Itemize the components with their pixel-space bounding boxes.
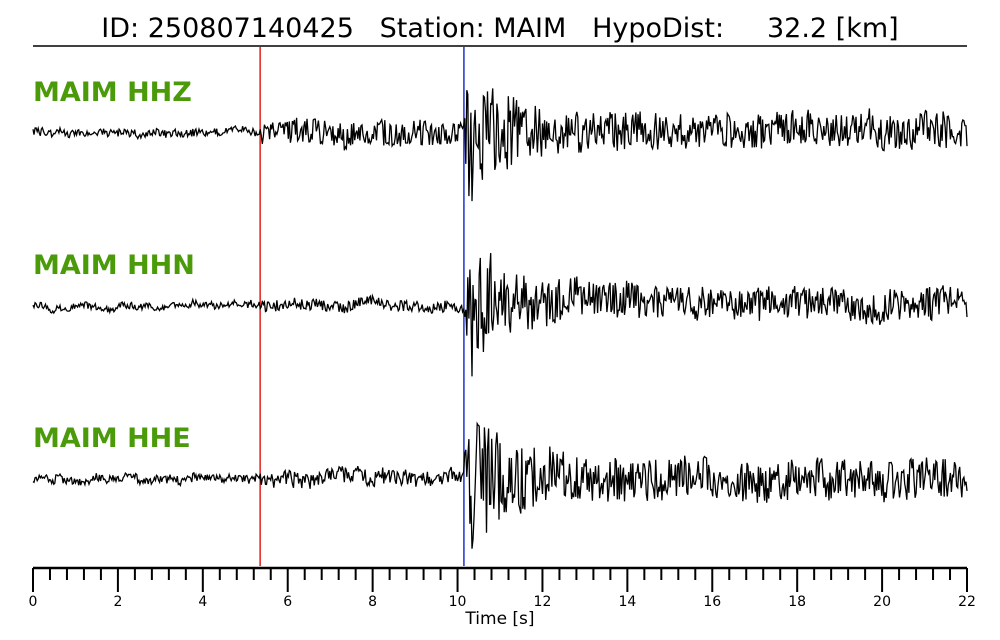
channel-label-hhe: MAIM HHE [33,423,191,454]
x-tick-label: 2 [113,594,122,610]
x-tick-label: 18 [788,594,806,610]
x-tick-label: 14 [618,594,636,610]
channel-label-hhn: MAIM HHN [33,250,195,281]
x-tick-label: 12 [534,594,552,610]
trace-hhn [32,253,968,377]
trace-hhz [32,88,968,202]
x-tick-label: 20 [873,594,891,610]
hypodist-label: HypoDist: [592,13,724,44]
channel-labels: MAIM HHZ MAIM HHN MAIM HHE [33,77,195,454]
time-axis: 0 2 4 6 8 10 12 14 16 18 20 22 [29,566,976,610]
x-tick-label: 0 [29,594,38,610]
station-label: Station: MAIM [380,13,567,44]
hypodist-value: 32.2 [km] [767,13,899,44]
x-tick-label: 8 [368,594,377,610]
x-tick-label: 6 [283,594,292,610]
channel-label-hhz: MAIM HHZ [33,77,192,108]
x-tick-label: 4 [198,594,207,610]
trace-hhe [32,421,968,549]
figure-title: ID: 250807140425 Station: MAIM HypoDist:… [101,13,898,44]
x-tick-label: 16 [703,594,721,610]
x-tick-label: 22 [958,594,976,610]
event-id-label: ID: 250807140425 [101,13,354,44]
x-tick-label: 10 [449,594,467,610]
waveform-traces [32,88,968,549]
x-axis-label: Time [s] [464,609,534,629]
